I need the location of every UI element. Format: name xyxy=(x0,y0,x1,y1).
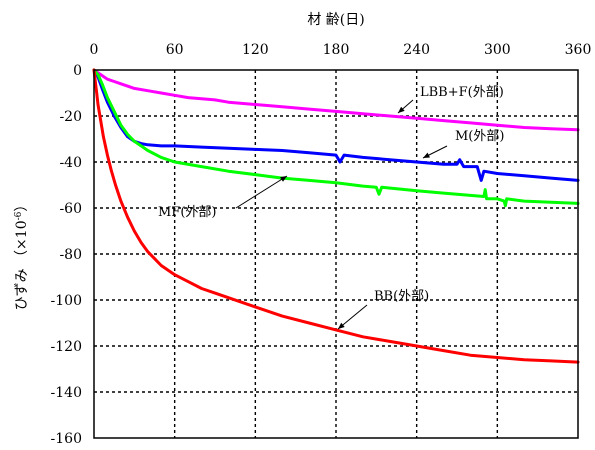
y-tick-label: -20 xyxy=(59,109,82,125)
x-axis-title: 材 齢(日) xyxy=(307,12,364,28)
series-line-mf xyxy=(92,68,580,208)
y-tick-label: -100 xyxy=(51,293,82,309)
series-line-lbb-f xyxy=(92,68,580,132)
annotation-arrowhead xyxy=(398,106,405,113)
series-lines xyxy=(92,68,580,364)
series-line-bb xyxy=(92,68,580,364)
annotation-leader xyxy=(235,175,288,209)
annotations: LBB+F(外部) M(外部) MF(外部) BB(外部) xyxy=(158,85,504,330)
y-tick-label: -160 xyxy=(51,431,82,447)
y-tick-label: -80 xyxy=(59,247,82,263)
x-tick-label: 0 xyxy=(90,42,99,58)
y-tick-label: 0 xyxy=(73,63,82,79)
x-tick-label: 180 xyxy=(323,42,350,58)
annotation-label: M(外部) xyxy=(455,129,504,144)
x-tick-label: 300 xyxy=(484,42,511,58)
y-tick-label: -60 xyxy=(59,201,82,217)
tick-labels: 0 60 120 180 240 300 360 0 -20 -40 -60 -80 -100 -120 -… xyxy=(51,42,592,447)
y-tick-label: -120 xyxy=(51,339,82,355)
annotation-arrowhead xyxy=(338,322,345,329)
y-tick-label: -140 xyxy=(51,385,82,401)
y-axis-title-close: ） xyxy=(14,198,30,212)
annotation-arrowhead xyxy=(423,152,430,158)
x-tick-label: 120 xyxy=(242,42,269,58)
x-tick-label: 360 xyxy=(565,42,592,58)
annotation-arrowhead xyxy=(280,176,287,182)
x-tick-label: 60 xyxy=(166,42,184,58)
x-tick-label: 240 xyxy=(403,42,430,58)
y-axis-title: ひずみ （×10-6） xyxy=(14,198,30,311)
y-tick-label: -40 xyxy=(59,155,82,171)
y-axis-title-main: ひずみ （×10 xyxy=(14,220,30,310)
plot-frame xyxy=(93,69,579,439)
y-axis-title-exponent: -6 xyxy=(14,211,24,220)
annotation-label: BB(外部) xyxy=(374,289,429,304)
annotation-label: MF(外部) xyxy=(158,205,216,220)
annotation-label: LBB+F(外部) xyxy=(420,85,504,100)
